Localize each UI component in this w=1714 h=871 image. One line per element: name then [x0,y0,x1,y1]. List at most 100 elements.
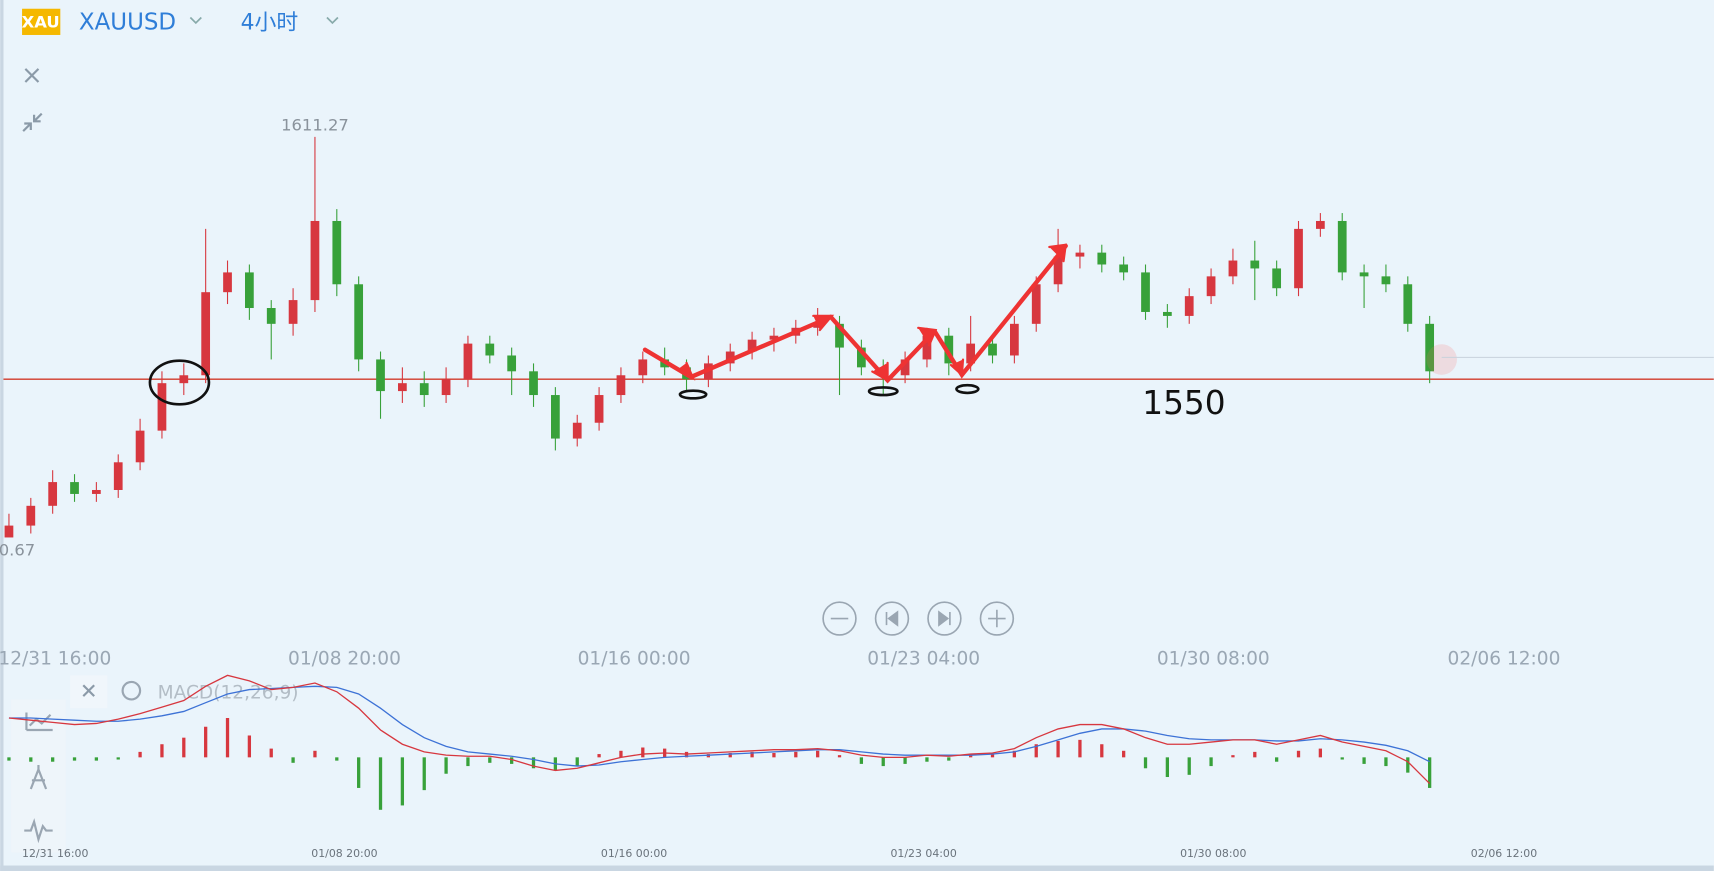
macd-bar [859,757,864,764]
macd-bar [138,751,142,758]
left-border [0,0,4,871]
macd-bar [750,751,754,758]
badge: XAU [22,12,60,31]
drawing-tool[interactable] [29,764,48,790]
candle-body [463,343,473,380]
macd-bar [772,752,776,758]
candle-body [1141,272,1150,312]
macd-bar [925,757,929,762]
candle-body [551,395,560,439]
candle-body [354,284,364,360]
candle-body [1425,323,1435,372]
macd-bar [1428,757,1432,788]
collapse-button[interactable] [22,112,43,132]
candle-body [572,422,582,439]
time-label: 01/23 04:00 [867,648,980,669]
macd-bar [72,757,77,761]
candle-body [900,359,910,376]
high-label: 1611.27 [281,115,349,134]
low-label: 1510.67 [0,541,35,560]
first-button[interactable] [874,601,910,636]
candle-body [70,482,79,494]
candle-body [92,489,101,494]
macd-bar [1296,750,1301,758]
arrow-head [676,243,1068,383]
macd-bar [531,757,536,769]
support-label: 1550 [1142,384,1225,422]
macd-settings-button[interactable] [121,680,142,701]
candle-body [1403,284,1413,324]
last-button[interactable] [927,601,962,636]
macd-bar [7,757,11,761]
macd-bar [641,747,645,758]
macd-bar [225,718,230,758]
macd-bar [313,750,317,758]
macd-bar [29,757,33,762]
candle-body [1162,311,1172,316]
macd-bar [1362,757,1366,764]
candle-body [376,359,385,392]
circle-mark [678,389,708,400]
macd-bar [378,757,383,810]
candle-body [1206,276,1216,297]
macd-bar [1209,757,1213,767]
candle-body [113,462,123,490]
macd-bar [903,757,907,764]
candle-body [398,383,407,392]
macd-bar [816,750,820,758]
last-price-glow [1426,344,1457,375]
candle-body [944,335,954,364]
macd-bar [335,757,339,761]
close-button[interactable] [24,68,40,83]
candle-body [616,375,626,396]
circle-mark [955,383,980,395]
candle-body [769,335,779,340]
macd-time-label: 01/16 00:00 [601,847,667,860]
macd-bar [728,752,732,758]
macd-dif-line [8,674,1431,785]
candle-body [1075,252,1085,257]
zoom-in-button[interactable] [979,601,1015,636]
macd-time-label: 01/23 04:00 [890,847,956,860]
candle-body [1315,220,1325,229]
macd-pane: 12/31 16:00 01/08 20:00 01/16 00:00 01/23 0… [7,674,1537,860]
macd-bar [510,757,514,764]
macd-bar [269,748,273,758]
candle-body [201,292,211,376]
candle-body [1381,276,1391,285]
candle-body [223,272,232,293]
zoom-out-button[interactable] [822,601,857,636]
symbol-selector[interactable]: XAU XAUUSD [22,8,202,36]
macd-bar [291,757,295,763]
macd-time-label: 02/06 12:00 [1471,847,1537,860]
candle-body [857,347,866,368]
candle-body [441,379,451,396]
candle-body [4,525,14,538]
price-pane: 1550 1611.27 1510.67 12/31 16:00 01/08 20:00… [0,115,1714,669]
dropdown-caret [189,16,202,25]
macd-title: MACD(12,26,9) [158,682,299,703]
candle-body [988,343,997,356]
macd-bar [1165,757,1170,778]
bottom-border [0,865,1714,871]
candle-body [48,482,58,506]
candle-body [813,323,823,328]
candle-body [135,430,145,463]
candle-body [1009,323,1019,356]
candle-body [419,383,429,396]
macd-bar [160,744,164,758]
macd-bar [1253,751,1257,758]
macd-bar [1122,750,1126,758]
wave-tool[interactable] [24,818,53,844]
tool-sidebar [11,699,66,853]
macd-bar [1056,740,1060,758]
candle-body [1250,260,1260,269]
candle-body [485,343,495,356]
macd-close-button[interactable] [82,684,95,697]
candle-body [245,272,254,309]
time-label: 01/16 00:00 [578,648,691,669]
macd-bar [94,757,99,761]
interval-selector[interactable]: 4小时 [241,11,339,36]
